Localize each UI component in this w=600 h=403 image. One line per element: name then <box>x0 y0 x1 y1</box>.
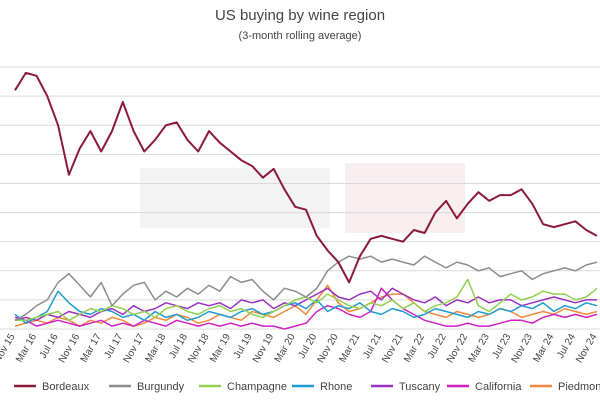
x-tick-label: Mar 24 <box>531 332 556 365</box>
chart-subtitle: (3-month rolling average) <box>239 30 362 42</box>
x-tick-label: Mar 18 <box>143 332 168 365</box>
chart-title: US buying by wine region <box>215 7 385 24</box>
x-tick-label: Jul 17 <box>103 332 126 361</box>
x-tick-label: Mar 19 <box>208 332 233 365</box>
x-tick-label: Mar 17 <box>79 332 104 365</box>
x-tick-label: Jul 21 <box>361 332 384 361</box>
x-tick-label: Jul 18 <box>167 332 190 361</box>
x-tick-label: Mar 16 <box>14 332 39 365</box>
x-tick-label: Nov 24 <box>574 332 600 365</box>
legend-label: Tuscany <box>399 381 441 393</box>
x-tick-label: Jul 19 <box>232 332 255 361</box>
x-tick-label: Jul 16 <box>38 332 61 361</box>
legend-label: Champagne <box>227 381 287 393</box>
legend-label: Bordeaux <box>42 381 90 393</box>
legend-label: Piedmont <box>558 381 600 393</box>
watermark-box <box>140 168 330 228</box>
series-line <box>14 255 598 321</box>
watermark-box <box>345 163 465 233</box>
x-tick-label: Jul 22 <box>426 332 449 361</box>
legend-label: Rhone <box>320 381 352 393</box>
x-tick-label: Mar 23 <box>467 332 492 365</box>
x-tick-label: Jul 23 <box>491 332 514 361</box>
series-line <box>14 287 598 330</box>
series-line <box>14 290 598 324</box>
series-line <box>14 287 597 322</box>
legend-label: Burgundy <box>137 381 185 393</box>
series-line <box>14 71 598 284</box>
x-tick-label: Mar 22 <box>402 332 427 365</box>
legend-label: California <box>475 381 522 393</box>
x-tick-label: Jul 24 <box>555 332 578 361</box>
x-tick-label: Jul 20 <box>297 332 320 361</box>
x-tick-label: Mar 21 <box>337 332 362 365</box>
x-tick-label: Mar 20 <box>273 332 298 365</box>
